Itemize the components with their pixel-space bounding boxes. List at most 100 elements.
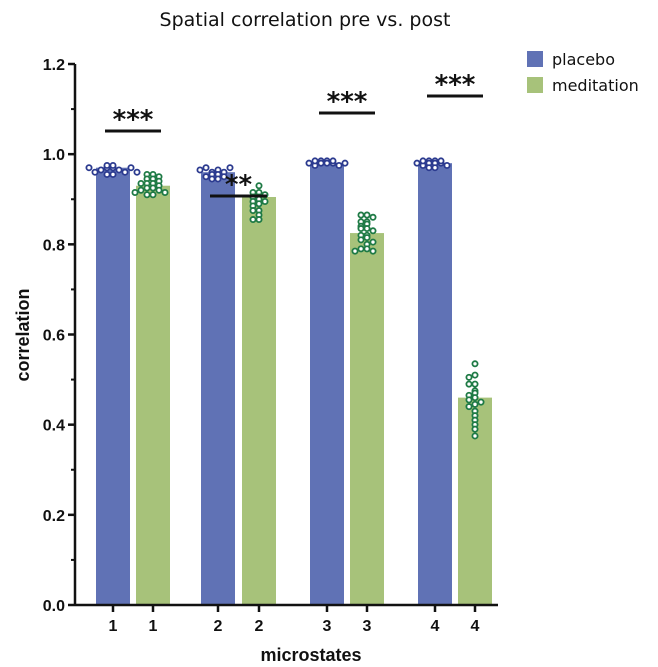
data-point-placebo-1 xyxy=(109,161,117,169)
y-tick-label: 0.8 xyxy=(43,237,65,254)
x-tick-label: 2 xyxy=(214,618,223,635)
data-point-placebo-2 xyxy=(226,164,234,172)
data-point-placebo-2 xyxy=(202,164,210,172)
data-point-meditation-4 xyxy=(465,396,473,404)
x-tick-label: 1 xyxy=(149,618,158,635)
chart-title: Spatial correlation pre vs. post xyxy=(160,9,451,31)
data-point-placebo-2 xyxy=(202,173,210,181)
data-point-placebo-1 xyxy=(85,164,93,172)
data-point-placebo-3 xyxy=(335,161,343,169)
data-point-meditation-4 xyxy=(471,400,479,408)
bar-placebo-1 xyxy=(96,167,130,606)
x-tick-label: 3 xyxy=(363,618,372,635)
significance-marker: *** xyxy=(113,105,154,135)
data-point-placebo-1 xyxy=(121,168,129,176)
y-tick-label: 0.6 xyxy=(43,328,65,345)
data-point-placebo-1 xyxy=(109,170,117,178)
chart-marks: 1 1 *** 2 2 ** 3 3 *** 4 4 *** 0.0 0.2 0.4 0.6 0.8 1.0 1.2 xyxy=(43,57,498,635)
y-tick-label: 1.2 xyxy=(43,57,65,74)
data-point-placebo-1 xyxy=(103,161,111,169)
data-point-meditation-2 xyxy=(249,207,257,215)
data-point-meditation-3 xyxy=(351,247,359,255)
data-point-meditation-3 xyxy=(357,236,365,244)
bar-placebo-2 xyxy=(201,172,235,605)
x-tick-label: 2 xyxy=(255,618,264,635)
data-point-meditation-1 xyxy=(143,191,151,199)
data-point-placebo-1 xyxy=(103,170,111,178)
data-point-meditation-1 xyxy=(137,186,145,194)
data-point-meditation-2 xyxy=(255,216,263,224)
data-point-meditation-1 xyxy=(143,184,151,192)
data-point-meditation-3 xyxy=(369,238,377,246)
y-tick-label: 0.0 xyxy=(43,598,65,615)
data-point-meditation-1 xyxy=(155,186,163,194)
data-point-meditation-4 xyxy=(465,403,473,411)
data-point-meditation-3 xyxy=(363,234,371,242)
y-tick-label: 0.2 xyxy=(43,508,65,525)
data-point-placebo-2 xyxy=(214,175,222,183)
data-point-meditation-1 xyxy=(131,188,139,196)
data-point-meditation-4 xyxy=(465,373,473,381)
data-point-meditation-4 xyxy=(471,432,479,440)
data-point-meditation-1 xyxy=(149,184,157,192)
data-point-meditation-4 xyxy=(465,380,473,388)
legend-label-placebo: placebo xyxy=(552,50,615,69)
data-point-meditation-1 xyxy=(161,188,169,196)
data-point-meditation-2 xyxy=(255,200,263,208)
bar-meditation-2 xyxy=(242,196,276,605)
data-point-meditation-2 xyxy=(255,182,263,190)
bar-placebo-4 xyxy=(418,163,452,605)
data-point-placebo-3 xyxy=(317,159,325,167)
x-tick-label: 4 xyxy=(431,618,440,635)
y-tick-label: 0.4 xyxy=(43,418,65,435)
legend-swatch-placebo xyxy=(527,51,543,67)
y-tick-label: 1.0 xyxy=(43,147,65,164)
data-point-placebo-3 xyxy=(311,157,319,165)
data-point-placebo-2 xyxy=(208,175,216,183)
data-point-placebo-1 xyxy=(127,164,135,172)
data-point-meditation-3 xyxy=(363,225,371,233)
bar-meditation-1 xyxy=(136,185,170,605)
data-point-placebo-1 xyxy=(133,168,141,176)
data-point-meditation-4 xyxy=(471,360,479,368)
bar-placebo-3 xyxy=(310,163,344,605)
data-point-meditation-2 xyxy=(249,216,257,224)
x-tick-label: 1 xyxy=(109,618,118,635)
data-point-meditation-1 xyxy=(149,191,157,199)
data-point-meditation-3 xyxy=(369,247,377,255)
data-point-placebo-3 xyxy=(329,157,337,165)
data-point-meditation-3 xyxy=(363,211,371,219)
data-point-meditation-3 xyxy=(369,213,377,221)
data-point-placebo-3 xyxy=(323,159,331,167)
data-point-placebo-2 xyxy=(196,166,204,174)
data-point-meditation-4 xyxy=(477,398,485,406)
x-axis-label: microstates xyxy=(260,645,361,665)
legend: placebo meditation xyxy=(527,50,639,95)
significance-marker: *** xyxy=(435,70,476,100)
legend-label-meditation: meditation xyxy=(552,76,639,95)
data-point-placebo-4 xyxy=(443,161,451,169)
data-point-meditation-4 xyxy=(471,425,479,433)
data-point-placebo-3 xyxy=(341,159,349,167)
data-point-placebo-4 xyxy=(437,157,445,165)
data-point-meditation-2 xyxy=(261,198,269,206)
data-point-meditation-4 xyxy=(471,380,479,388)
data-point-placebo-4 xyxy=(425,164,433,172)
data-point-placebo-1 xyxy=(97,166,105,174)
data-point-placebo-1 xyxy=(115,166,123,174)
data-point-placebo-4 xyxy=(419,157,427,165)
data-point-meditation-4 xyxy=(471,371,479,379)
data-point-meditation-4 xyxy=(471,394,479,402)
data-point-placebo-2 xyxy=(220,173,228,181)
data-point-meditation-3 xyxy=(357,245,365,253)
data-point-meditation-3 xyxy=(363,245,371,253)
x-tick-label: 4 xyxy=(471,618,480,635)
data-point-meditation-1 xyxy=(137,179,145,187)
data-point-meditation-3 xyxy=(357,211,365,219)
significance-marker: *** xyxy=(327,87,368,117)
bar-meditation-3 xyxy=(350,233,384,605)
significance-marker: ** xyxy=(225,170,253,200)
data-point-meditation-3 xyxy=(369,227,377,235)
x-tick-label: 3 xyxy=(323,618,332,635)
